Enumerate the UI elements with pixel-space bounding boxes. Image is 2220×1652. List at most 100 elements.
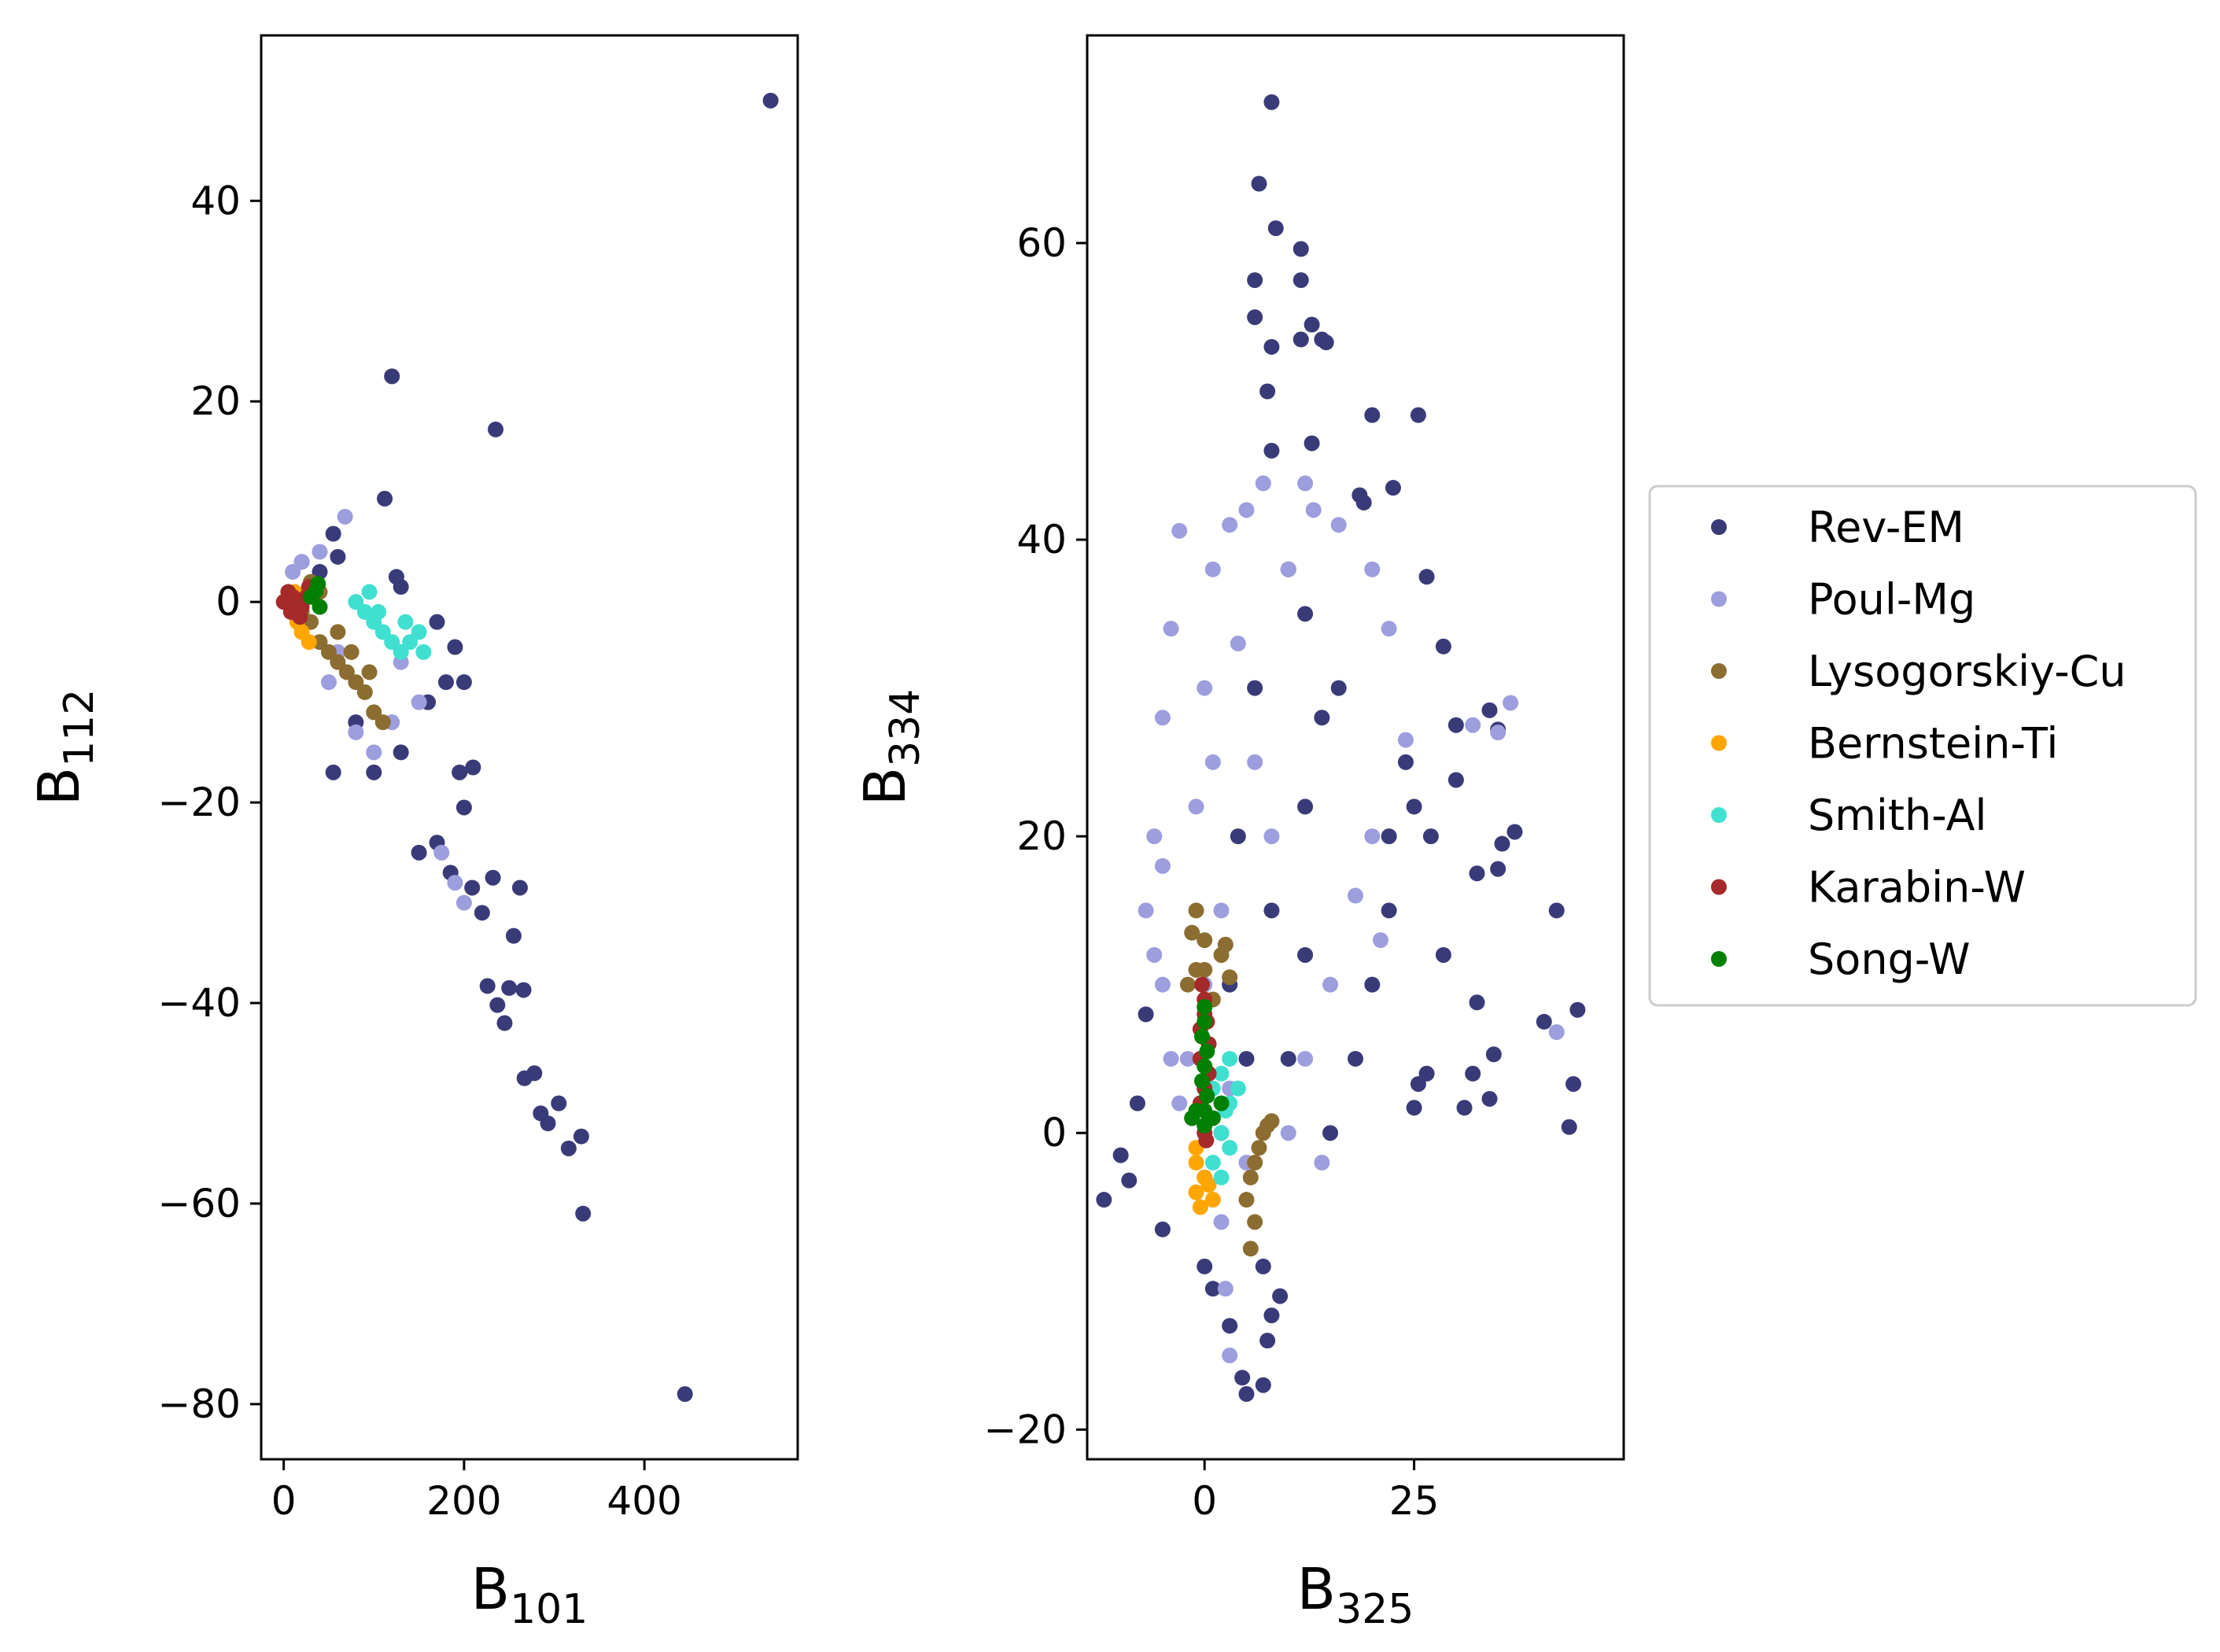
right-x-axis-label: B325 — [1297, 1556, 1414, 1633]
data-point — [1197, 680, 1213, 696]
data-point — [285, 563, 301, 580]
data-point — [1197, 1058, 1213, 1075]
data-point — [361, 664, 378, 680]
data-point — [1154, 1221, 1171, 1237]
data-point — [1364, 407, 1381, 423]
data-point — [1372, 932, 1388, 949]
data-point — [1213, 1125, 1230, 1141]
data-point — [1561, 1119, 1577, 1135]
data-point — [301, 634, 317, 651]
data-point — [310, 576, 326, 592]
data-point — [1481, 702, 1498, 718]
data-point — [337, 508, 353, 525]
legend-marker — [1711, 735, 1727, 751]
data-point — [474, 905, 490, 921]
data-point — [1199, 1088, 1215, 1104]
data-point — [330, 548, 346, 565]
data-point — [1385, 480, 1401, 496]
data-point — [1154, 857, 1171, 874]
series-smith-al — [1204, 1050, 1246, 1186]
data-point — [1481, 1090, 1498, 1107]
data-point — [464, 879, 481, 896]
data-point — [1188, 798, 1204, 815]
legend-marker — [1711, 591, 1727, 607]
data-point — [1222, 517, 1238, 533]
data-point — [1199, 1043, 1215, 1060]
data-point — [1322, 976, 1339, 993]
right-plot-frame — [1086, 34, 1625, 1461]
data-point — [1348, 1050, 1363, 1067]
data-point — [384, 368, 400, 385]
data-point — [1381, 902, 1397, 919]
data-point — [433, 844, 450, 861]
data-point — [455, 894, 472, 911]
data-point — [1447, 717, 1464, 733]
right-scatter-panel: 0 25 60 40 20 0 −20 B325 B334 — [852, 34, 1625, 1633]
data-point — [1154, 976, 1171, 993]
data-point — [573, 1128, 589, 1145]
series-smith-al — [348, 584, 432, 660]
data-point — [515, 982, 532, 998]
data-point — [1184, 1110, 1200, 1127]
data-point — [320, 674, 337, 691]
data-point — [1304, 316, 1320, 333]
data-point — [411, 844, 427, 861]
data-point — [415, 643, 432, 660]
data-point — [1096, 1192, 1112, 1208]
data-point — [1305, 502, 1322, 518]
left-y-ticks: 40 20 0 −20 −40 −60 −80 — [157, 178, 261, 1427]
data-point — [1314, 1154, 1330, 1171]
y-tick-label: 0 — [216, 579, 241, 625]
series-poul-mg — [1138, 475, 1565, 1364]
data-point — [1247, 309, 1263, 326]
data-point — [1272, 1288, 1289, 1304]
data-point — [371, 603, 387, 620]
data-point — [1154, 710, 1171, 726]
series-rev-em — [1096, 94, 1586, 1403]
data-point — [411, 624, 427, 640]
data-point — [1238, 1192, 1255, 1208]
data-point — [366, 744, 382, 761]
data-point — [489, 997, 506, 1013]
data-point — [1364, 828, 1381, 845]
legend-label: Smith-Al — [1808, 791, 1987, 840]
data-point — [1121, 1172, 1138, 1189]
data-point — [1263, 94, 1280, 110]
data-point — [1406, 798, 1422, 815]
data-point — [411, 694, 427, 710]
data-point — [1565, 1075, 1582, 1092]
series-lysogorskiy-cu — [1179, 902, 1280, 1257]
data-point — [1197, 1258, 1213, 1274]
data-point — [1447, 772, 1464, 788]
data-point — [330, 654, 346, 670]
data-point — [1297, 1050, 1314, 1067]
data-point — [1204, 561, 1221, 577]
data-point — [1490, 725, 1506, 741]
data-point — [1193, 1028, 1210, 1045]
data-point — [762, 92, 779, 109]
data-point — [1406, 1100, 1422, 1116]
data-point — [1213, 1095, 1230, 1112]
data-point — [437, 674, 454, 691]
legend-label: Bernstein-Ti — [1808, 719, 2058, 769]
y-tick-label: 60 — [1016, 220, 1067, 266]
data-point — [1247, 1214, 1263, 1230]
data-point — [1192, 1199, 1208, 1215]
data-point — [1397, 732, 1414, 748]
data-point — [1397, 754, 1414, 770]
legend-marker — [1711, 663, 1727, 679]
y-tick-label: −20 — [983, 1407, 1067, 1452]
data-point — [1179, 1050, 1196, 1067]
data-point — [1188, 1184, 1204, 1200]
data-point — [1293, 272, 1309, 289]
x-tick-label: 200 — [426, 1478, 501, 1524]
data-point — [1536, 1013, 1552, 1030]
data-point — [1204, 1281, 1221, 1297]
data-point — [348, 674, 364, 691]
data-point — [361, 584, 378, 600]
data-point — [325, 764, 341, 780]
data-point — [1222, 1318, 1238, 1334]
data-point — [1293, 331, 1309, 348]
